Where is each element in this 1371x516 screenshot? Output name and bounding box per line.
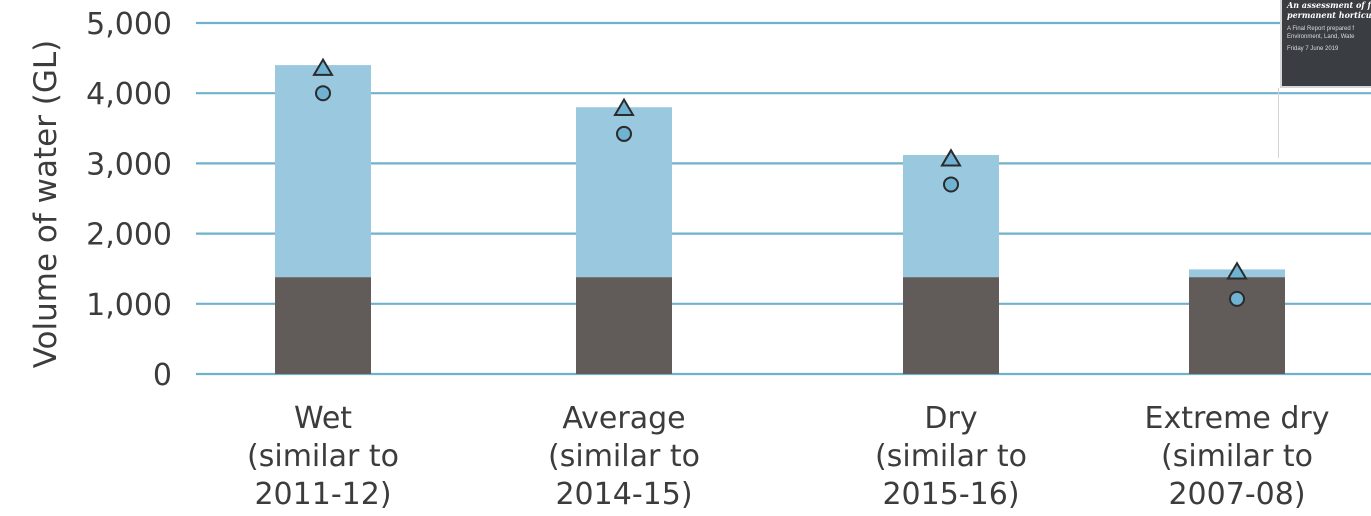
- y-tick-label: 1,000: [86, 288, 172, 323]
- category-label-line: (similar to: [875, 439, 1027, 474]
- category-label-line: (similar to: [247, 439, 399, 474]
- inset-subtitle-line-2: Environment, Land, Wate: [1287, 34, 1355, 40]
- y-axis-title: Volume of water (GL): [28, 40, 64, 369]
- category-label-line: Wet: [294, 401, 352, 436]
- category-label-line: 2015-16): [882, 477, 1019, 512]
- category-label-line: (similar to: [1161, 439, 1313, 474]
- report-cover-thumbnail: An assessment of fut permanent horticult…: [1280, 0, 1371, 88]
- category-label-line: 2007-08): [1168, 477, 1305, 512]
- gridlines: [196, 21, 1371, 376]
- bar-segment-base: [576, 277, 672, 374]
- category-label-line: Average: [562, 401, 685, 436]
- circle-marker: [616, 125, 632, 142]
- inset-title-line-2: permanent horticult: [1287, 10, 1371, 20]
- category-label-line: (similar to: [548, 439, 700, 474]
- y-tick-label: 4,000: [86, 77, 172, 112]
- triangle-marker: [940, 148, 962, 167]
- category-label-line: 2014-15): [555, 477, 692, 512]
- inset-divider: [1278, 88, 1279, 158]
- circle-marker: [1229, 290, 1245, 307]
- bar-segment-base: [275, 277, 371, 374]
- circle-marker: [315, 85, 331, 102]
- inset-date: Friday 7 June 2019: [1287, 46, 1339, 52]
- triangle-marker: [1226, 261, 1248, 280]
- bar-segment-top: [903, 154, 999, 278]
- triangle-marker: [613, 97, 635, 116]
- triangle-marker: [312, 57, 334, 76]
- bar-segment-base: [903, 277, 999, 374]
- bars: [275, 65, 1285, 374]
- inset-title-line-1: An assessment of fut: [1287, 0, 1371, 10]
- y-tick-label: 0: [153, 358, 172, 393]
- y-tick-label: 2,000: [86, 218, 172, 253]
- markers: [312, 57, 1248, 307]
- y-axis-ticks: 0 1,000 2,000 3,000 4,000 5,000: [86, 7, 172, 393]
- circle-marker: [943, 176, 959, 193]
- y-tick-label: 3,000: [86, 147, 172, 182]
- inset-subtitle-line-1: A Final Report prepared f: [1287, 26, 1355, 32]
- category-label-line: Dry: [924, 401, 977, 436]
- category-label-line: Extreme dry: [1145, 401, 1330, 436]
- category-label-line: 2011-12): [254, 477, 391, 512]
- y-tick-label: 5,000: [86, 7, 172, 42]
